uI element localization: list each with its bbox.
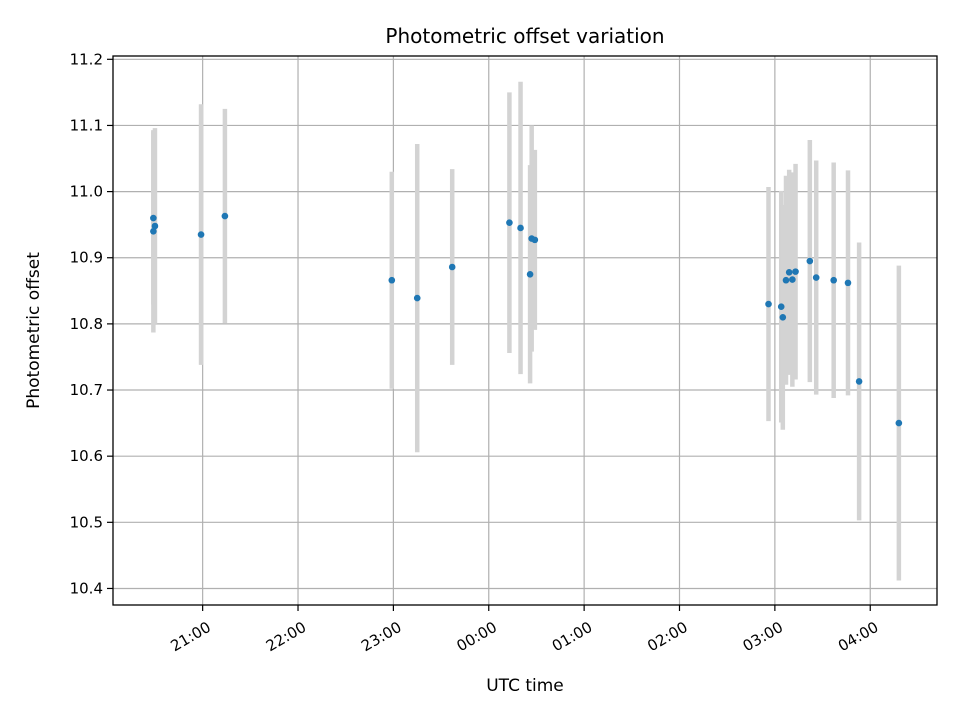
y-tick-label: 10.9 <box>70 249 103 267</box>
data-point <box>150 214 157 222</box>
data-point <box>785 268 793 276</box>
data-point <box>855 378 863 385</box>
y-tick-label: 10.4 <box>70 579 103 597</box>
axis-ticks: 10.4 10.5 10.6 10.7 10.8 10.9 11.0 11.1 11.2 21:0… <box>70 50 882 655</box>
x-tick-label: 04:00 <box>835 618 881 655</box>
data-point <box>789 276 796 283</box>
y-tick-label: 10.6 <box>70 447 103 465</box>
data-point <box>782 276 790 284</box>
data-point <box>531 236 539 244</box>
x-axis-title: UTC time <box>486 676 564 696</box>
y-tick-label: 11.1 <box>70 116 103 134</box>
x-tick-label: 00:00 <box>454 618 500 655</box>
plot-frame <box>112 55 938 606</box>
x-tick-label: 01:00 <box>549 618 595 655</box>
x-tick-label: 22:00 <box>263 618 309 655</box>
y-tick-label: 10.7 <box>70 381 103 399</box>
data-point <box>777 303 785 310</box>
y-tick-label: 10.8 <box>70 315 103 333</box>
data-point <box>221 212 229 220</box>
data-point <box>517 224 524 232</box>
data-point <box>765 300 772 308</box>
data-point <box>895 419 903 427</box>
y-axis-title: Photometric offset <box>24 252 44 409</box>
x-tick-label: 21:00 <box>167 618 213 655</box>
data-point <box>812 274 820 281</box>
data-point <box>830 276 837 284</box>
data-point <box>413 294 421 302</box>
grid <box>113 56 937 605</box>
x-tick-label: 03:00 <box>740 618 786 655</box>
x-tick-label: 23:00 <box>358 618 404 655</box>
data-point <box>526 270 534 278</box>
data-point <box>151 222 159 230</box>
data-point <box>844 279 852 287</box>
x-tick-label: 02:00 <box>644 618 690 655</box>
data-point <box>150 227 157 235</box>
data-point <box>506 219 513 226</box>
data-point <box>197 231 205 238</box>
data-point <box>388 276 396 284</box>
data-point <box>806 257 814 265</box>
y-tick-label: 10.5 <box>70 513 103 531</box>
chart-title: Photometric offset variation <box>385 24 664 48</box>
data-point <box>792 268 799 275</box>
data-point <box>448 263 456 271</box>
y-tick-label: 11.0 <box>70 183 103 201</box>
data-points <box>150 212 903 427</box>
data-point <box>779 313 787 321</box>
error-bars <box>151 81 902 581</box>
y-tick-label: 11.2 <box>70 50 103 68</box>
